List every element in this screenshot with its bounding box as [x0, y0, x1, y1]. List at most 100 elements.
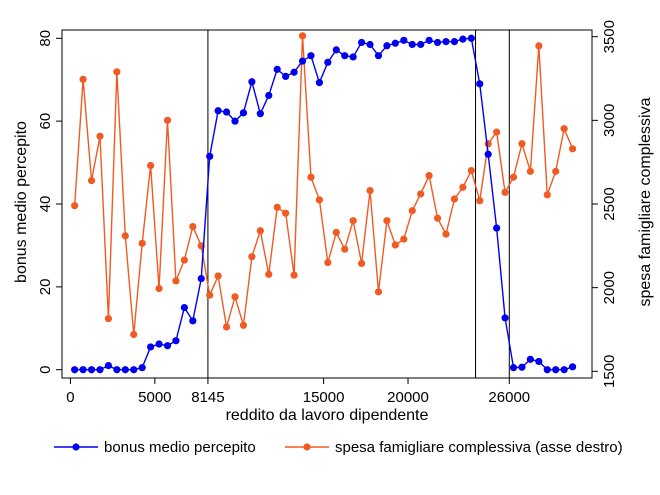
series-1-point-12 [172, 277, 180, 285]
series-1-point-56 [543, 191, 551, 199]
series-1-point-2 [87, 176, 96, 185]
series-1-point-14 [189, 222, 197, 231]
series-1-point-24 [273, 203, 281, 211]
series-1-point-13 [180, 256, 188, 264]
series-1-point-20 [239, 321, 248, 329]
series-1-point-7 [130, 330, 138, 339]
series-1-point-44 [442, 230, 450, 238]
x-tick-label-5: 26000 [488, 389, 530, 406]
series-0-point-58 [560, 366, 568, 374]
series-0-point-39 [400, 36, 408, 44]
series-1-point-26 [290, 271, 298, 279]
series-1-point-52 [509, 173, 518, 181]
series-0-point-46 [459, 35, 467, 43]
series-line-1 [73, 35, 574, 336]
series-1-point-31 [332, 228, 340, 237]
series-0-point-0 [71, 366, 79, 374]
series-0-point-42 [425, 36, 433, 44]
series-1-point-16 [206, 291, 214, 299]
series-0-point-8 [138, 364, 146, 372]
series-1-point-11 [163, 116, 172, 124]
series-1-point-8 [138, 239, 146, 247]
series-1-point-48 [476, 197, 484, 205]
series-0-point-45 [450, 38, 459, 46]
y-left-axis: 0 20 40 60 80 [37, 30, 62, 374]
series-0-point-28 [307, 52, 315, 60]
series-1-point-35 [366, 187, 374, 195]
series-0-point-59 [568, 363, 577, 371]
x-axis: 0 5000 8145 15000 20000 26000 [66, 378, 530, 406]
series-0-point-27 [298, 57, 307, 65]
series-0-point-57 [552, 366, 560, 374]
series-0-point-54 [526, 355, 534, 363]
series-1-point-9 [147, 161, 155, 170]
series-0-point-26 [290, 68, 298, 76]
series-1-point-5 [113, 68, 121, 76]
plot-frame [61, 29, 593, 379]
series-0-point-37 [383, 42, 391, 50]
series-1-point-42 [425, 171, 433, 180]
series-1-point-45 [450, 195, 459, 203]
series-0-point-48 [476, 80, 484, 88]
y-right-tick-label-2: 2500 [601, 187, 618, 220]
y-left-tick-label-4: 80 [37, 30, 54, 47]
series-1-point-51 [501, 188, 509, 196]
series-1-point-40 [408, 207, 416, 215]
series-0 [71, 34, 577, 374]
series-1-point-18 [222, 323, 231, 331]
series-0-point-38 [391, 39, 399, 47]
legend-marker-spesa [303, 443, 311, 451]
y-right-tick-label-4: 3500 [601, 20, 618, 53]
y-left-tick-label-1: 20 [37, 279, 54, 296]
series-0-point-12 [172, 337, 180, 345]
series-0-point-52 [509, 364, 518, 372]
series-1-point-3 [96, 132, 104, 140]
series-0-point-9 [147, 343, 155, 351]
series-0-point-32 [341, 52, 349, 60]
reference-lines [207, 30, 510, 378]
series-0-point-17 [214, 107, 222, 115]
series-0-point-31 [332, 46, 340, 54]
series-0-point-41 [417, 40, 425, 49]
series-0-point-15 [197, 274, 205, 283]
series-0-point-3 [96, 366, 104, 374]
series-1-point-17 [214, 272, 222, 280]
series-0-point-34 [358, 38, 366, 47]
y-right-axis: 1500 2000 2500 3000 3500 [592, 20, 618, 388]
series-0-point-23 [265, 91, 273, 100]
series-0-point-36 [374, 52, 383, 60]
series-0-point-29 [315, 79, 324, 87]
series-1-point-22 [256, 227, 264, 235]
series-1-point-53 [518, 140, 526, 148]
series-0-point-47 [467, 34, 475, 42]
series-1-point-21 [248, 253, 256, 261]
series-1-point-19 [231, 293, 239, 301]
series-1 [71, 32, 577, 339]
series-0-point-30 [324, 58, 332, 66]
series-1-point-41 [417, 190, 425, 198]
series-0-point-40 [408, 40, 416, 49]
series-1-point-43 [433, 214, 442, 222]
legend: bonus medio percepito spesa famigliare c… [54, 439, 623, 456]
x-tick-label-3: 15000 [303, 389, 345, 406]
series-0-point-7 [130, 366, 138, 374]
series-0-point-5 [113, 366, 121, 374]
series-1-point-50 [493, 128, 501, 136]
series-0-point-43 [433, 38, 442, 47]
y-right-tick-label-1: 2000 [601, 271, 618, 304]
x-tick-label-2: 8145 [191, 389, 224, 406]
y-right-tick-label-3: 3000 [601, 104, 618, 137]
series-1-point-36 [374, 288, 383, 296]
series-0-point-22 [256, 110, 264, 118]
series-0-point-55 [535, 357, 543, 366]
series-1-point-32 [341, 245, 349, 253]
series-1-point-49 [484, 140, 492, 148]
series-1-point-39 [400, 235, 408, 243]
series-0-point-18 [222, 108, 231, 116]
series-1-point-46 [459, 183, 467, 191]
series-0-point-2 [87, 366, 96, 374]
x-tick-label-1: 5000 [138, 389, 171, 406]
series-1-point-33 [349, 217, 357, 225]
series-0-point-53 [518, 363, 526, 371]
